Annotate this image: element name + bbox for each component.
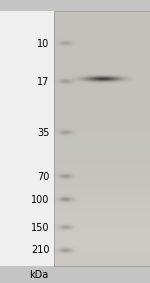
Text: 210: 210 <box>31 245 50 256</box>
Bar <box>0 11 54 266</box>
Text: 10: 10 <box>37 39 50 49</box>
Text: kDa: kDa <box>29 269 48 280</box>
Text: 100: 100 <box>31 194 50 205</box>
Text: 70: 70 <box>37 172 50 182</box>
Text: 17: 17 <box>37 77 50 87</box>
Bar <box>54 11 150 266</box>
Text: 150: 150 <box>31 223 50 233</box>
Text: 35: 35 <box>37 128 50 138</box>
